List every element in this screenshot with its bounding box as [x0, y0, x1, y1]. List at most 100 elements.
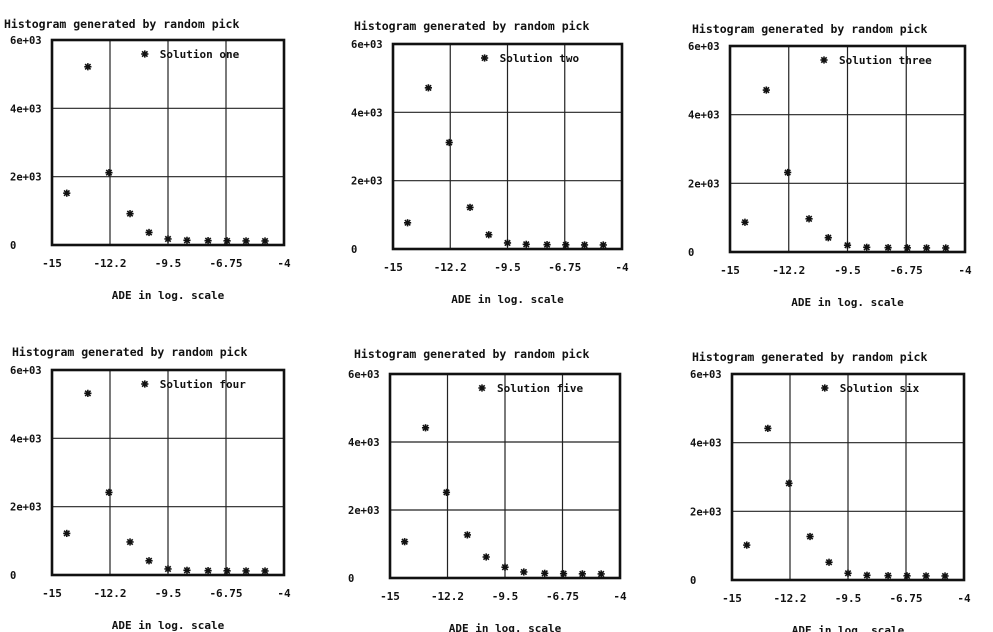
y-tick-label: 6e+03: [351, 39, 383, 51]
y-tick-label: 6e+03: [348, 369, 380, 381]
y-tick-label: 0: [348, 573, 354, 585]
data-point: [806, 532, 814, 541]
plot-frame: [728, 44, 967, 254]
data-point: [784, 168, 792, 177]
data-point: [522, 240, 530, 248]
x-tick-label: -6.75: [548, 261, 581, 274]
legend-marker: [141, 380, 149, 388]
data-point: [242, 237, 250, 245]
data-point: [145, 228, 153, 237]
x-axis-label: ADE in log. scale: [449, 622, 562, 632]
x-axis-label: ADE in log. scale: [791, 296, 904, 309]
data-point: [884, 572, 892, 580]
y-tick-label: 6e+03: [10, 35, 42, 47]
x-tick-label: -15: [42, 257, 62, 270]
y-tick-label: 4e+03: [348, 437, 380, 449]
x-tick-label: -9.5: [834, 264, 861, 277]
data-point: [223, 237, 231, 245]
data-point: [580, 241, 589, 249]
plot-frame: [388, 372, 622, 580]
y-tick-label: 6e+03: [688, 41, 720, 53]
y-tick-label: 4e+03: [10, 433, 42, 445]
x-tick-label: -12.2: [93, 587, 126, 600]
data-point: [762, 86, 770, 94]
data-point: [599, 241, 607, 249]
data-point: [105, 488, 113, 497]
x-tick-label: -4: [613, 590, 627, 603]
data-point: [863, 571, 871, 579]
x-tick-label: -9.5: [492, 590, 519, 603]
x-axis-label: ADE in log. scale: [112, 619, 225, 632]
data-point: [824, 234, 832, 242]
data-point: [844, 569, 852, 577]
y-tick-label: 0: [10, 240, 16, 252]
chart-title: Histogram generated by random pick: [12, 345, 247, 359]
data-point: [445, 138, 453, 147]
x-tick-label: -9.5: [835, 592, 862, 605]
x-tick-label: -15: [380, 590, 400, 603]
data-point: [562, 241, 570, 249]
data-point: [442, 488, 451, 496]
data-point: [825, 558, 833, 566]
data-point: [520, 568, 528, 576]
chart-title: Histogram generated by random pick: [4, 17, 239, 31]
histogram-panel-3: Histogram generated by random pick 0 2e+03…: [688, 22, 972, 309]
data-point: [941, 572, 949, 580]
data-point: [463, 531, 471, 539]
x-axis-label: ADE in log. scale: [792, 624, 905, 632]
legend-marker: [821, 384, 829, 392]
data-point: [126, 538, 134, 546]
legend-marker: [481, 54, 489, 62]
x-tick-label: -12.2: [772, 264, 805, 277]
data-point: [543, 241, 551, 249]
y-tick-label: 2e+03: [348, 505, 380, 517]
data-point: [84, 389, 92, 397]
data-point: [743, 541, 751, 549]
chart-title: Histogram generated by random pick: [354, 347, 589, 361]
y-tick-label: 4e+03: [10, 103, 42, 115]
data-point: [421, 424, 430, 432]
chart-title: Histogram generated by random pick: [354, 19, 589, 33]
data-point: [541, 569, 549, 577]
data-point: [126, 210, 134, 218]
data-point: [261, 567, 269, 575]
data-point: [223, 567, 231, 575]
data-point: [805, 215, 813, 223]
x-tick-label: -15: [42, 587, 62, 600]
data-point: [466, 203, 474, 212]
data-point: [884, 244, 892, 252]
x-tick-label: -12.2: [773, 592, 806, 605]
data-point: [105, 169, 113, 177]
data-point: [903, 244, 911, 252]
x-tick-label: -6.75: [209, 257, 242, 270]
x-tick-label: -6.75: [546, 590, 579, 603]
y-tick-label: 4e+03: [351, 107, 383, 119]
y-tick-label: 0: [688, 247, 694, 259]
data-point: [63, 529, 71, 538]
legend-marker: [141, 50, 149, 58]
data-point: [903, 572, 911, 580]
plot-frame: [50, 38, 286, 247]
plot-frame: [730, 372, 966, 582]
y-tick-label: 0: [690, 575, 696, 587]
x-tick-label: -4: [615, 261, 629, 274]
x-axis-label: ADE in log. scale: [112, 289, 225, 302]
data-point: [63, 189, 71, 197]
data-point: [597, 570, 605, 578]
chart-title: Histogram generated by random pick: [692, 22, 927, 36]
x-tick-label: -6.75: [209, 587, 242, 600]
legend-marker: [820, 56, 828, 64]
data-point: [922, 244, 931, 252]
data-point: [242, 567, 250, 575]
plot-frame: [391, 42, 624, 251]
data-point: [164, 565, 172, 573]
x-tick-label: -12.2: [93, 257, 126, 270]
x-tick-label: -9.5: [494, 261, 521, 274]
x-tick-label: -15: [720, 264, 740, 277]
data-point: [843, 241, 852, 249]
legend-label: Solution five: [497, 382, 583, 395]
y-tick-label: 2e+03: [688, 178, 720, 190]
data-point: [741, 218, 749, 226]
histogram-panel-5: Histogram generated by random pick 0 2e+03…: [348, 347, 627, 632]
